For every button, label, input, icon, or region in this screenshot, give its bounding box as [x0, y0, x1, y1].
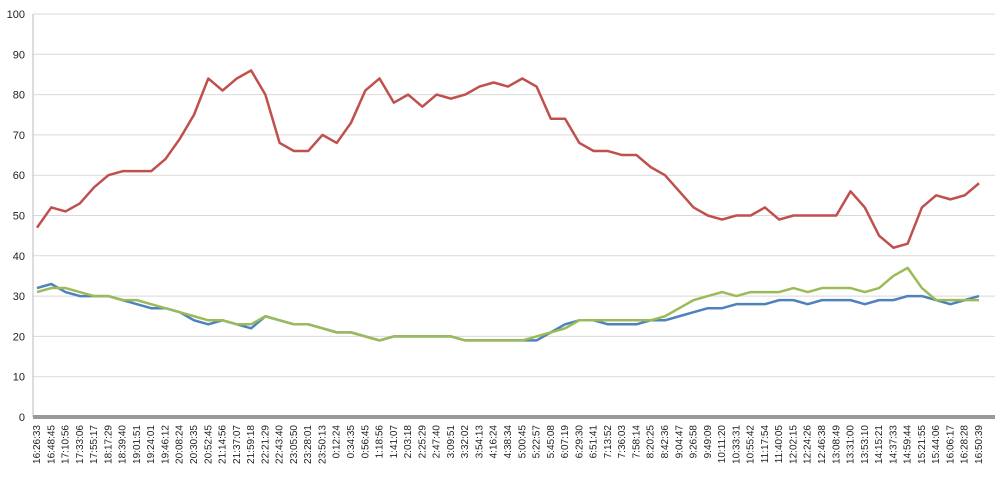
series-line [36, 266, 979, 342]
x-tick-label: 22:21:29 [260, 425, 271, 464]
x-tick-label: 6:51:41 [589, 425, 600, 459]
x-tick-label: 15:21:55 [917, 425, 928, 464]
x-tick-label: 23:28:01 [303, 425, 314, 464]
x-tick-label: 3:54:13 [474, 425, 485, 459]
x-tick-label: 20:30:35 [189, 425, 200, 464]
y-tick-label: 60 [13, 170, 25, 182]
x-tick-label: 16:26:33 [32, 425, 43, 464]
x-tick-label: 16:50:39 [974, 425, 985, 464]
x-tick-label: 1:18:56 [375, 425, 386, 459]
x-tick-label: 23:50:13 [317, 425, 328, 464]
x-tick-label: 19:46:12 [160, 425, 171, 464]
x-tick-label: 6:07:19 [560, 425, 571, 459]
x-tick-label: 9:26:58 [689, 425, 700, 459]
x-tick-label: 15:44:06 [931, 425, 942, 464]
x-tick-label: 12:02:15 [788, 425, 799, 464]
y-tick-label: 20 [13, 331, 25, 343]
x-tick-label: 5:00:45 [517, 425, 528, 459]
x-tick-label: 0:56:45 [360, 425, 371, 459]
x-tick-label: 11:17:54 [760, 425, 771, 464]
x-tick-label: 2:25:29 [417, 425, 428, 459]
x-tick-label: 4:38:34 [503, 425, 514, 459]
x-tick-label: 20:52:45 [203, 425, 214, 464]
x-tick-label: 21:37:07 [232, 425, 243, 464]
x-tick-label: 14:37:33 [888, 425, 899, 464]
x-tick-label: 4:16:24 [489, 425, 500, 459]
x-tick-label: 10:33:31 [731, 425, 742, 464]
y-tick-label: 100 [7, 9, 25, 21]
x-tick-label: 13:31:00 [846, 425, 857, 464]
series-line [35, 69, 980, 249]
x-tick-label: 5:22:57 [532, 425, 543, 459]
y-tick-label: 80 [13, 90, 25, 102]
y-tick-label: 90 [13, 49, 25, 61]
x-tick-label: 19:01:51 [132, 425, 143, 464]
x-tick-label: 18:39:40 [118, 425, 129, 464]
x-tick-label: 12:46:38 [817, 425, 828, 464]
x-tick-label: 2:03:18 [403, 425, 414, 459]
y-tick-label: 10 [13, 372, 25, 384]
x-tick-label: 13:08:49 [831, 425, 842, 464]
y-tick-label: 40 [13, 251, 25, 263]
x-tick-label: 23:05:50 [289, 425, 300, 464]
x-tick-label: 14:15:21 [874, 425, 885, 464]
x-tick-label: 5:45:08 [546, 425, 557, 459]
x-tick-label: 17:55:17 [89, 425, 100, 464]
x-tick-label: 8:20:25 [646, 425, 657, 459]
x-tick-label: 7:36:03 [617, 425, 628, 459]
x-tick-label: 10:55:42 [746, 425, 757, 464]
x-tick-label: 12:24:26 [803, 425, 814, 464]
x-tick-label: 7:58:14 [631, 425, 642, 459]
x-tick-label: 10:11:20 [717, 425, 728, 464]
x-tick-label: 16:48:45 [46, 425, 57, 464]
x-tick-label: 0:12:24 [332, 425, 343, 459]
x-tick-label: 14:59:44 [903, 425, 914, 464]
y-tick-label: 0 [19, 412, 25, 424]
y-tick-label: 30 [13, 291, 25, 303]
x-tick-label: 22:43:40 [275, 425, 286, 464]
x-tick-label: 17:10:56 [61, 425, 72, 464]
x-tick-label: 17:33:06 [75, 425, 86, 464]
x-tick-label: 16:28:28 [960, 425, 971, 464]
x-tick-label: 1:41:07 [389, 425, 400, 459]
x-tick-label: 9:04:47 [674, 425, 685, 459]
x-tick-label: 19:24:01 [146, 425, 157, 464]
x-tick-label: 18:17:29 [103, 425, 114, 464]
x-tick-label: 21:14:56 [218, 425, 229, 464]
x-tick-label: 6:29:30 [574, 425, 585, 459]
x-tick-label: 8:42:36 [660, 425, 671, 459]
x-tick-label: 16:06:17 [945, 425, 956, 464]
x-tick-label: 9:49:09 [703, 425, 714, 459]
x-tick-label: 3:32:02 [460, 425, 471, 459]
x-tick-label: 3:09:51 [446, 425, 457, 459]
y-tick-label: 70 [13, 130, 25, 142]
x-tick-label: 11:40:05 [774, 425, 785, 464]
x-tick-label: 20:08:24 [175, 425, 186, 464]
x-tick-label: 21:59:18 [246, 425, 257, 464]
x-tick-label: 13:53:10 [860, 425, 871, 464]
x-tick-label: 7:13:52 [603, 425, 614, 459]
y-tick-label: 50 [13, 211, 25, 223]
x-tick-label: 0:34:35 [346, 425, 357, 459]
x-tick-label: 2:47:40 [432, 425, 443, 459]
